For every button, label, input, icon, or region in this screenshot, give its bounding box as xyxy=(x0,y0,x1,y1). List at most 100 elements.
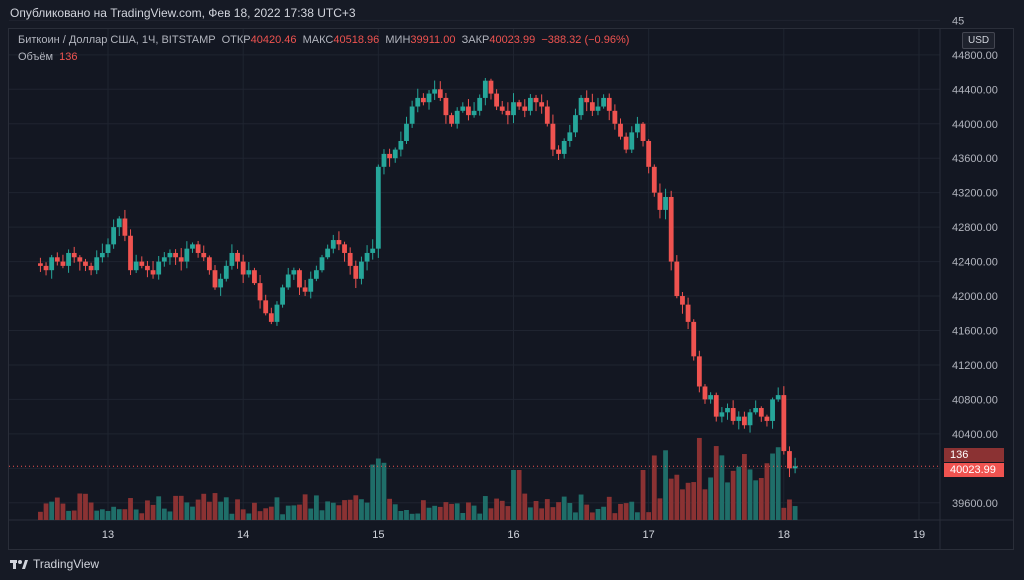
candle-body xyxy=(460,106,466,111)
volume-bar xyxy=(206,501,212,520)
volume-bar xyxy=(381,462,387,520)
candle-body xyxy=(409,106,415,124)
candle-body xyxy=(387,153,392,159)
y-tick-label: 43600.00 xyxy=(952,153,998,165)
candle-body xyxy=(88,265,94,271)
volume-bar xyxy=(178,495,184,520)
volume-bar xyxy=(466,502,471,520)
volume-bar xyxy=(257,511,263,520)
currency-button[interactable]: USD xyxy=(962,32,996,49)
volume-bar xyxy=(663,450,668,520)
candle-body xyxy=(595,106,601,111)
candle-body xyxy=(787,451,792,469)
volume-bar xyxy=(364,502,370,520)
candle-body xyxy=(578,97,584,116)
candle-body xyxy=(353,265,359,279)
candle-body xyxy=(60,261,66,266)
candle-body xyxy=(742,416,747,426)
candle-body xyxy=(190,244,195,249)
x-tick-label: 18 xyxy=(778,529,790,541)
volume-bar xyxy=(325,501,331,520)
volume-bar xyxy=(252,502,257,520)
candle-body xyxy=(775,395,781,400)
close-value: 40023.99 xyxy=(489,34,536,46)
volume-bar xyxy=(161,508,167,520)
y-tick-label: 44400.00 xyxy=(952,84,998,96)
y-tick-label: 44800.00 xyxy=(952,50,998,62)
volume-bar xyxy=(218,501,224,520)
volume-bar xyxy=(781,507,787,520)
volume-bar xyxy=(736,466,742,520)
volume-bar xyxy=(488,508,494,520)
volume-bar xyxy=(246,513,252,520)
low-label: МИН xyxy=(385,34,411,46)
candle-body xyxy=(651,166,657,193)
candle-body xyxy=(313,270,319,279)
candle-body xyxy=(730,408,736,421)
volume-bar xyxy=(66,510,71,520)
volume-bar xyxy=(54,497,60,520)
candle-body xyxy=(539,102,545,107)
volume-bar xyxy=(623,503,629,520)
candle-body xyxy=(167,252,173,258)
candle-body xyxy=(420,97,426,103)
volume-bar xyxy=(725,482,730,520)
chart-panel[interactable] xyxy=(8,28,1014,550)
volume-bar xyxy=(184,502,190,520)
volume-bar xyxy=(150,504,156,520)
candle-body xyxy=(156,261,162,275)
volume-bar xyxy=(601,506,607,520)
candle-body xyxy=(83,261,88,266)
candle-body xyxy=(274,304,280,322)
candle-body xyxy=(432,89,438,94)
volume-bar xyxy=(387,498,392,520)
volume-bar xyxy=(589,512,595,520)
tradingview-brand[interactable]: TradingView xyxy=(10,557,99,571)
volume-bar xyxy=(99,509,105,520)
y-tick-label: 41200.00 xyxy=(952,360,998,372)
volume-label: Объём xyxy=(18,51,54,63)
high-label: МАКС xyxy=(302,34,334,46)
candle-body xyxy=(49,257,55,271)
candle-body xyxy=(449,115,454,124)
candle-body xyxy=(54,257,60,262)
candle-body xyxy=(381,153,387,167)
candle-body xyxy=(330,240,336,249)
volume-bar xyxy=(43,503,49,520)
volume-bar xyxy=(544,499,550,520)
y-tick-label: 39600.00 xyxy=(952,498,998,510)
volume-bar xyxy=(319,510,325,520)
volume-bar xyxy=(280,514,285,520)
volume-bar xyxy=(212,493,218,520)
candle-body xyxy=(522,106,528,111)
candle-body xyxy=(691,321,697,357)
volume-bar xyxy=(88,502,94,520)
candle-body xyxy=(657,192,663,210)
y-tick-label: 44000.00 xyxy=(952,119,998,131)
candle-body xyxy=(415,97,421,107)
y-tick-label: 45 xyxy=(952,15,964,27)
low-value: 39911.00 xyxy=(410,34,456,46)
candle-body xyxy=(612,110,618,124)
candle-body xyxy=(494,93,500,107)
volume-bar xyxy=(353,495,359,520)
volume-bar xyxy=(612,513,618,520)
y-tick-label: 40400.00 xyxy=(952,429,998,441)
x-tick-label: 17 xyxy=(643,529,655,541)
volume-bar xyxy=(105,510,111,520)
volume-bar xyxy=(285,505,291,520)
volume-bar xyxy=(94,510,100,520)
candle-body xyxy=(601,97,607,107)
volume-bar xyxy=(606,496,612,520)
candle-body xyxy=(308,278,314,292)
volume-bar xyxy=(730,470,736,520)
volume-bar xyxy=(398,510,404,520)
volume-bar xyxy=(235,499,240,520)
candle-body xyxy=(629,132,635,150)
candle-body xyxy=(623,136,629,150)
candle-body xyxy=(43,265,49,271)
candle-body xyxy=(116,218,122,228)
volume-bar xyxy=(274,497,280,520)
candle-body xyxy=(482,80,488,98)
